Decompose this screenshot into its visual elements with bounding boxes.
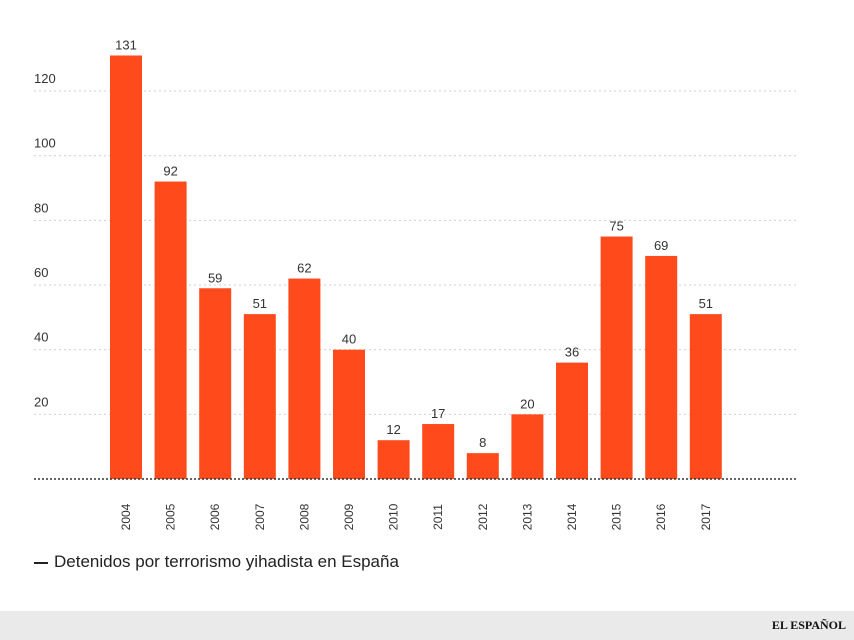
data-label-2008: 62 xyxy=(297,261,311,276)
x-tick-label-2006: 2006 xyxy=(208,503,222,530)
y-tick-label: 60 xyxy=(34,265,48,280)
x-tick-label-2005: 2005 xyxy=(164,503,178,530)
bar-2004 xyxy=(110,55,142,480)
y-tick-label: 100 xyxy=(34,136,56,151)
bars xyxy=(110,55,722,480)
data-label-2004: 131 xyxy=(115,37,137,52)
data-label-2011: 17 xyxy=(431,406,445,421)
x-tick-label-2016: 2016 xyxy=(654,503,668,530)
x-tick-label-2013: 2013 xyxy=(520,503,534,530)
y-tick-label: 80 xyxy=(34,200,48,215)
bar-2014 xyxy=(556,362,588,479)
bar-2015 xyxy=(600,236,633,479)
data-labels: 131 92 59 51 62 40 12 17 8 20 36 75 69 51 xyxy=(115,37,713,450)
bar-2005 xyxy=(154,181,187,479)
data-label-2013: 20 xyxy=(520,396,534,411)
data-label-2009: 40 xyxy=(342,332,356,347)
x-tick-label-2015: 2015 xyxy=(610,503,624,530)
x-tick-label-2012: 2012 xyxy=(476,503,490,530)
x-tick-label-2010: 2010 xyxy=(387,503,401,530)
data-label-2015: 75 xyxy=(609,219,623,234)
gridlines xyxy=(34,90,798,415)
x-tick-label-2011: 2011 xyxy=(431,504,445,530)
data-label-2016: 69 xyxy=(654,238,668,253)
bar-2006 xyxy=(199,288,232,479)
x-tick-label-2009: 2009 xyxy=(342,503,356,530)
data-label-2006: 59 xyxy=(208,270,222,285)
data-label-2017: 51 xyxy=(699,296,713,311)
x-tick-label-2007: 2007 xyxy=(253,503,267,530)
data-label-2010: 12 xyxy=(386,422,400,437)
bar-2012 xyxy=(466,453,499,479)
footer-bar: EL ESPAÑOL xyxy=(0,611,854,640)
legend-dash xyxy=(34,561,48,564)
bar-2008 xyxy=(288,278,321,479)
x-tick-label-2014: 2014 xyxy=(565,503,579,530)
bar-2013 xyxy=(511,414,544,479)
x-tick-label-2017: 2017 xyxy=(699,503,713,530)
bar-2011 xyxy=(422,424,455,479)
data-label-2012: 8 xyxy=(479,435,486,450)
legend: Detenidos por terrorismo yihadista en Es… xyxy=(34,552,399,572)
x-tick-label-2004: 2004 xyxy=(119,503,133,530)
x-axis-tick-labels: 2004 2005 2006 2007 2008 2009 2010 2011 2012 2013… xyxy=(119,503,713,530)
data-label-2014: 36 xyxy=(565,345,579,360)
x-tick-label-2008: 2008 xyxy=(297,503,311,530)
y-axis-tick-labels: 20 40 60 80 100 120 xyxy=(34,71,56,409)
data-label-2007: 51 xyxy=(253,296,267,311)
bar-2016 xyxy=(645,255,678,479)
bar-2009 xyxy=(333,349,365,479)
bar-2007 xyxy=(243,314,276,479)
legend-label: Detenidos por terrorismo yihadista en Es… xyxy=(54,552,399,571)
y-tick-label: 120 xyxy=(34,71,56,86)
data-label-2005: 92 xyxy=(163,164,177,179)
y-tick-label: 40 xyxy=(34,330,48,345)
brand-logo-text: EL ESPAÑOL xyxy=(771,618,846,632)
y-tick-label: 20 xyxy=(34,394,48,409)
bar-2017 xyxy=(689,314,722,479)
bar-2010 xyxy=(377,440,410,479)
